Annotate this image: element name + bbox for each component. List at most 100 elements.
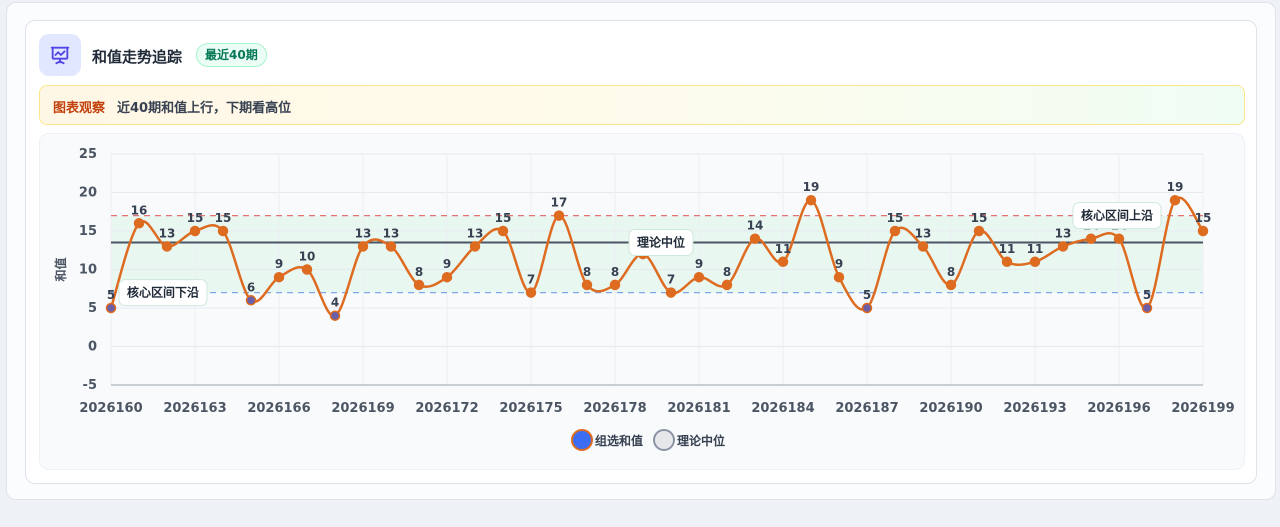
- data-label: 9: [443, 257, 451, 271]
- annotation-label: 核心区间上沿: [1081, 208, 1153, 223]
- data-point: [833, 271, 845, 283]
- x-tick-label: 2026175: [499, 401, 562, 416]
- data-point: [777, 256, 789, 268]
- data-point: [889, 225, 901, 237]
- data-label: 5: [863, 288, 871, 302]
- data-point: [861, 302, 873, 314]
- data-point: [217, 225, 229, 237]
- legend-label: 理论中位: [677, 433, 725, 448]
- x-tick-label: 2026172: [415, 401, 478, 416]
- data-label: 10: [299, 250, 316, 264]
- x-tick-label: 2026193: [1003, 401, 1066, 416]
- data-point: [917, 241, 929, 252]
- outer-container: 和值走势追踪 最近40期 图表观察 近40期和值上行，下期看高位 -5 0 5 10 1…: [6, 2, 1276, 500]
- data-point: [973, 225, 985, 237]
- data-point: [693, 271, 705, 283]
- data-label: 19: [803, 180, 820, 194]
- x-tick-label: 2026181: [667, 401, 730, 416]
- data-point: [469, 241, 481, 252]
- data-point: [301, 264, 313, 275]
- y-axis-label: 和值: [53, 257, 68, 282]
- data-point: [497, 225, 509, 237]
- data-point: [357, 241, 369, 252]
- x-tick-label: 2026187: [835, 401, 898, 416]
- data-label: 8: [583, 265, 591, 279]
- x-tick-label: 2026166: [247, 401, 310, 416]
- annotation-box: [628, 229, 694, 257]
- data-label: 5: [107, 288, 115, 302]
- data-label: 13: [355, 226, 372, 240]
- data-point: [1197, 225, 1209, 237]
- data-label: 15: [1195, 211, 1212, 225]
- series-line: [109, 196, 1205, 317]
- data-label: 4: [331, 296, 339, 310]
- data-label: 9: [695, 257, 703, 271]
- data-label: 8: [415, 265, 423, 279]
- data-label: 9: [275, 257, 283, 271]
- data-label: 11: [775, 242, 792, 256]
- chart-panel: -5 0 5 10 15 20 25 2026160 2026163 2026166 2026169…: [39, 133, 1245, 470]
- data-point: [133, 218, 145, 229]
- observation-banner: 图表观察 近40期和值上行，下期看高位: [39, 85, 1245, 125]
- data-point: [1029, 256, 1041, 268]
- data-point: [1001, 256, 1013, 268]
- legend-label: 组选和值: [595, 433, 643, 448]
- data-point: [665, 287, 677, 298]
- data-point: [1057, 241, 1069, 252]
- annotation-box: [118, 279, 208, 307]
- data-label: 14: [747, 219, 764, 233]
- data-label: 17: [551, 196, 568, 210]
- data-label: 13: [915, 226, 932, 240]
- data-label: 9: [835, 257, 843, 271]
- data-label: 11: [1027, 242, 1044, 256]
- data-point: [1141, 302, 1153, 314]
- data-point: [189, 225, 201, 237]
- y-tick-label: -5: [83, 378, 97, 393]
- data-point: [385, 241, 397, 252]
- data-point: [749, 233, 761, 244]
- data-label: 15: [215, 211, 232, 225]
- x-tick-label: 2026196: [1087, 401, 1150, 416]
- y-tick-label: 0: [88, 340, 97, 355]
- data-label: 13: [467, 226, 484, 240]
- trend-card: 和值走势追踪 最近40期 图表观察 近40期和值上行，下期看高位 -5 0 5 10 1…: [25, 20, 1257, 484]
- data-label: 11: [999, 242, 1016, 256]
- annotation-label: 理论中位: [637, 235, 685, 250]
- y-tick-label: 5: [88, 301, 97, 316]
- data-label: 13: [1055, 226, 1072, 240]
- data-label: 15: [971, 211, 988, 225]
- y-tick-label: 15: [79, 224, 97, 239]
- data-label: 7: [667, 273, 675, 287]
- card-title: 和值走势追踪: [92, 48, 183, 66]
- data-label: 6: [247, 280, 255, 294]
- x-tick-label: 2026190: [919, 401, 982, 416]
- x-tick-label: 2026199: [1171, 401, 1234, 416]
- period-badge: 最近40期: [196, 43, 267, 67]
- data-point: [413, 279, 425, 291]
- x-tick-label: 2026178: [583, 401, 646, 416]
- data-point: [161, 241, 173, 252]
- data-point: [105, 302, 117, 314]
- data-label: 15: [495, 211, 512, 225]
- data-point: [525, 287, 537, 298]
- x-tick-label: 2026184: [751, 401, 814, 416]
- data-label: 15: [887, 211, 904, 225]
- data-label: 13: [383, 226, 400, 240]
- data-point: [245, 295, 257, 306]
- data-label: 16: [131, 203, 148, 217]
- annotation-label: 核心区间下沿: [127, 285, 199, 300]
- data-point: [609, 279, 621, 291]
- data-point: [329, 310, 341, 321]
- x-tick-label: 2026163: [163, 401, 226, 416]
- data-label: 5: [1143, 288, 1151, 302]
- legend-marker: [653, 429, 675, 451]
- x-tick-label: 2026160: [79, 401, 142, 416]
- data-label: 19: [1167, 180, 1184, 194]
- data-point: [805, 194, 817, 206]
- data-label: 7: [527, 273, 535, 287]
- x-tick-label: 2026169: [331, 401, 394, 416]
- data-point: [721, 279, 733, 291]
- data-label: 8: [723, 265, 731, 279]
- data-point: [1085, 233, 1097, 244]
- data-point: [581, 279, 593, 291]
